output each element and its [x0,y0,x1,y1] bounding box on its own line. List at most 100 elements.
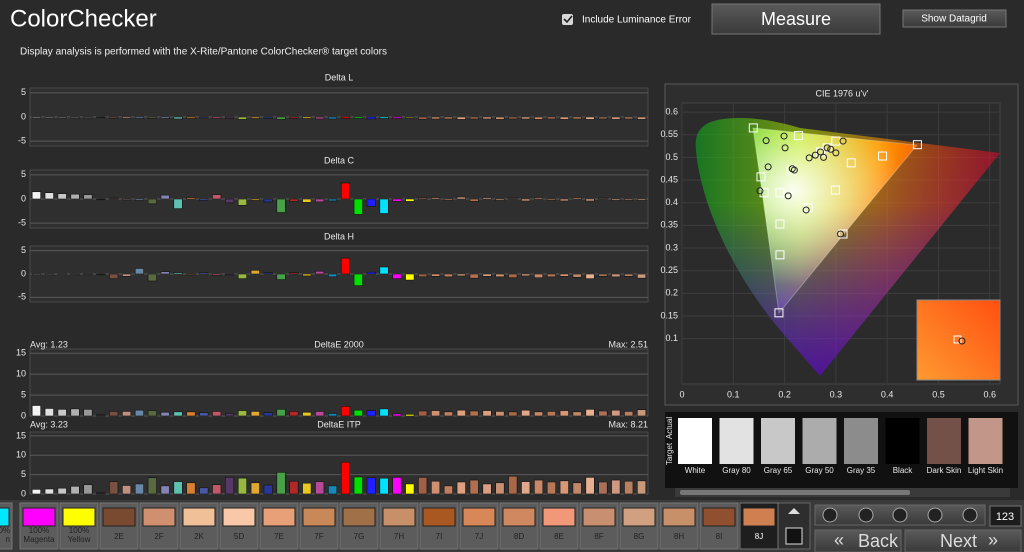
bar [418,410,428,417]
bar [637,116,647,120]
patch-label[interactable]: 8E [554,532,564,541]
patch-color[interactable] [582,507,616,527]
patch-label[interactable]: 100% [69,526,89,535]
patch-color[interactable] [662,507,696,527]
patch-label[interactable]: 7E [274,532,284,541]
patch-color[interactable] [462,507,496,527]
bar [418,197,428,200]
target-point [756,172,766,182]
checkbox-label[interactable]: Include Luminance Error [582,15,692,26]
bar [611,116,621,120]
bar [109,481,119,495]
back-icon[interactable]: « [834,530,844,550]
checkbox-tick [563,15,573,24]
patch-label[interactable]: Yellow [68,535,91,544]
patch-color[interactable] [422,507,456,527]
patch-label[interactable]: 100% [29,526,49,535]
patch-label[interactable]: 5D [234,532,244,541]
next-icon[interactable]: » [988,530,998,550]
target-point [775,188,785,198]
bar [637,409,647,417]
patch-label[interactable]: 8F [594,532,603,541]
patch-label[interactable]: 2F [154,532,163,541]
patch-color[interactable] [142,507,176,527]
cie-y-tick-label: 0.3 [665,242,678,252]
patch-color[interactable] [502,507,536,527]
patch-color[interactable] [302,507,336,527]
cie-title: CIE 1976 u'v' [816,88,869,98]
bar [469,198,479,202]
patch-label[interactable]: n [6,535,10,544]
max-label: Max: 8.21 [608,419,648,429]
nav-up-icon[interactable] [788,508,800,514]
patch-color[interactable] [182,507,216,527]
bar [173,411,183,417]
patch-color[interactable] [382,507,416,527]
bar [572,116,582,120]
datagrid-button[interactable] [902,9,1007,28]
patch-label[interactable]: 8J [755,532,763,541]
back-button[interactable] [814,529,902,552]
measured-point [816,148,824,156]
measure-button[interactable] [711,3,881,35]
tool-stop[interactable] [822,507,838,523]
patch-label[interactable]: 7F [314,532,323,541]
swatch-target [968,441,1003,464]
y-tick-label: 5 [21,245,26,255]
luminance-checkbox[interactable]: Include Luminance Error [562,14,692,26]
bar [263,412,273,417]
bar [276,408,286,417]
bar [431,116,441,120]
patch-label[interactable]: 7H [394,532,404,541]
patch-color[interactable] [222,507,256,527]
patch-color[interactable] [262,507,296,527]
bar [559,410,569,417]
bar [225,413,235,417]
patch-label[interactable]: 7I [436,532,443,541]
measure-button-label[interactable]: Measure [761,9,831,29]
bar [405,414,415,417]
patch-label[interactable]: 8H [674,532,684,541]
bar [31,489,41,495]
patch-color[interactable] [542,507,576,527]
checkbox-box[interactable] [562,14,573,25]
patch-label[interactable]: 8I [716,532,723,541]
swatch-scroll-thumb[interactable] [680,490,910,495]
bar [57,408,67,417]
tool-save[interactable] [892,507,908,523]
patch-color[interactable] [102,507,136,527]
next-button[interactable] [904,529,1022,552]
bar [147,273,157,282]
patch-color[interactable] [0,507,10,527]
patch-label[interactable]: 0% [0,526,10,535]
patch-label[interactable]: 8D [514,532,524,541]
back-label[interactable]: Back [858,531,899,551]
patch-color[interactable] [702,507,736,527]
patch-label[interactable]: 2K [194,532,204,541]
patch-color[interactable] [342,507,376,527]
bar [353,198,363,215]
bar [328,116,338,120]
nav-stop-icon[interactable] [785,527,803,545]
bar [289,411,299,417]
next-label[interactable]: Next [940,531,977,551]
tool-link[interactable] [927,507,943,523]
tool-play[interactable] [858,507,874,523]
patch-label[interactable]: 7J [475,532,483,541]
patch-label[interactable]: 7G [354,532,365,541]
patch-color[interactable] [742,507,776,527]
bar [392,116,402,119]
cie-y-tick-label: 0.25 [660,265,678,275]
patch-label[interactable]: 2E [114,532,124,541]
measured-point [780,132,788,140]
patch-color[interactable] [22,507,56,527]
tool-refresh[interactable] [962,507,978,523]
patch-label[interactable]: 8G [634,532,645,541]
patch-label[interactable]: Magenta [23,535,55,544]
bar [57,273,67,276]
patch-color[interactable] [62,507,96,527]
datagrid-button-label[interactable]: Show Datagrid [921,14,987,25]
bar [495,411,505,417]
bar [289,116,299,119]
patch-color[interactable] [622,507,656,527]
